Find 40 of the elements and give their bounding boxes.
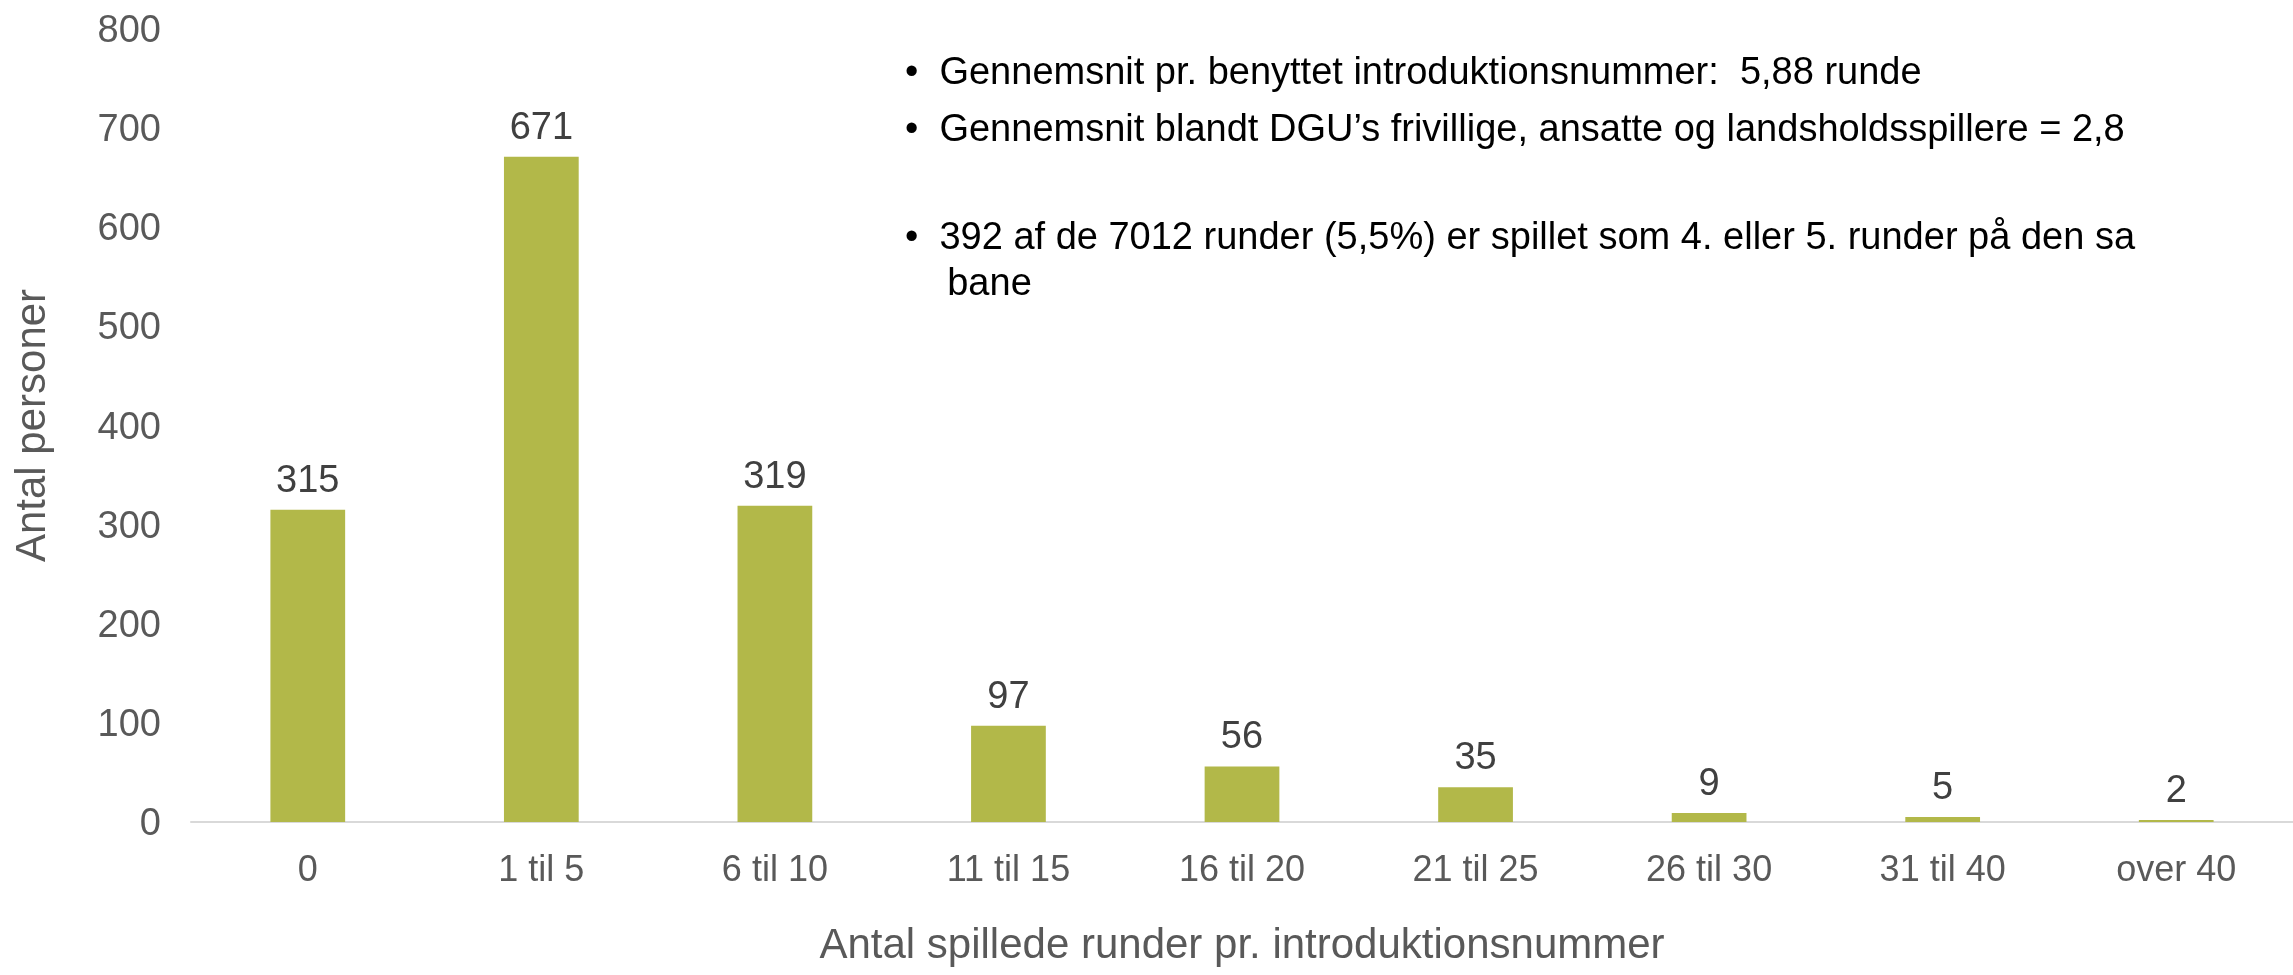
y-tick-label: 300 <box>97 503 161 546</box>
annotation: • Gennemsnit pr. benyttet introduktionsnummer: 5,88 runde <box>905 50 1922 92</box>
x-tick-label: over 40 <box>2116 847 2237 889</box>
x-tick-label: 11 til 15 <box>946 847 1071 889</box>
data-label: 97 <box>987 673 1030 716</box>
bar <box>1438 787 1513 822</box>
annotation: • 392 af de 7012 runder (5,5%) er spillet som 4. eller 5. runder på den sa bane <box>905 215 2136 303</box>
x-tick-label: 0 <box>297 847 318 889</box>
data-label: 671 <box>509 104 574 147</box>
annotation: • Gennemsnit blandt DGU’s frivillige, ansatte og landsholdsspillere = 2,8 <box>905 107 2125 149</box>
data-label: 2 <box>2165 768 2187 811</box>
x-tick-label: 26 til 30 <box>1646 847 1773 889</box>
data-label: 9 <box>1698 761 1720 804</box>
bar <box>1671 813 1747 822</box>
x-tick-label: 6 til 10 <box>721 847 828 889</box>
y-tick-label: 400 <box>97 404 161 447</box>
y-tick-label: 500 <box>97 305 161 348</box>
bar <box>1204 766 1280 822</box>
y-tick-label: 200 <box>97 602 161 645</box>
data-label: 315 <box>276 457 340 500</box>
y-tick-label: 800 <box>97 8 161 50</box>
data-label: 319 <box>743 453 807 496</box>
bar <box>270 509 346 822</box>
data-label: 56 <box>1220 714 1264 757</box>
bar <box>737 505 813 822</box>
y-tick-label: 0 <box>139 801 161 843</box>
bar <box>1905 817 1981 822</box>
data-label: 35 <box>1454 735 1497 778</box>
x-tick-label: 16 til 20 <box>1178 847 1306 889</box>
bar <box>971 725 1046 822</box>
x-tick-label: 21 til 25 <box>1412 847 1539 889</box>
y-tick-label: 100 <box>97 701 161 744</box>
y-axis-title: Antal personer <box>6 288 54 563</box>
bar <box>503 156 579 822</box>
x-tick-label: 31 til 40 <box>1879 847 2006 889</box>
x-axis-title: Antal spillede runder pr. introduktionsnummer <box>819 919 1665 967</box>
y-tick-label: 600 <box>97 206 161 249</box>
data-label: 5 <box>1932 765 1954 808</box>
x-tick-label: 1 til 5 <box>498 847 585 889</box>
y-tick-label: 700 <box>97 107 161 150</box>
